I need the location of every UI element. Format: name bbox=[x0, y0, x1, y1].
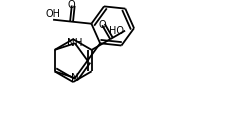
Text: NH: NH bbox=[67, 38, 82, 48]
Text: O: O bbox=[98, 20, 106, 30]
Text: N: N bbox=[71, 73, 79, 83]
Text: OH: OH bbox=[45, 9, 60, 19]
Text: O: O bbox=[68, 0, 75, 11]
Text: HO: HO bbox=[109, 26, 124, 36]
